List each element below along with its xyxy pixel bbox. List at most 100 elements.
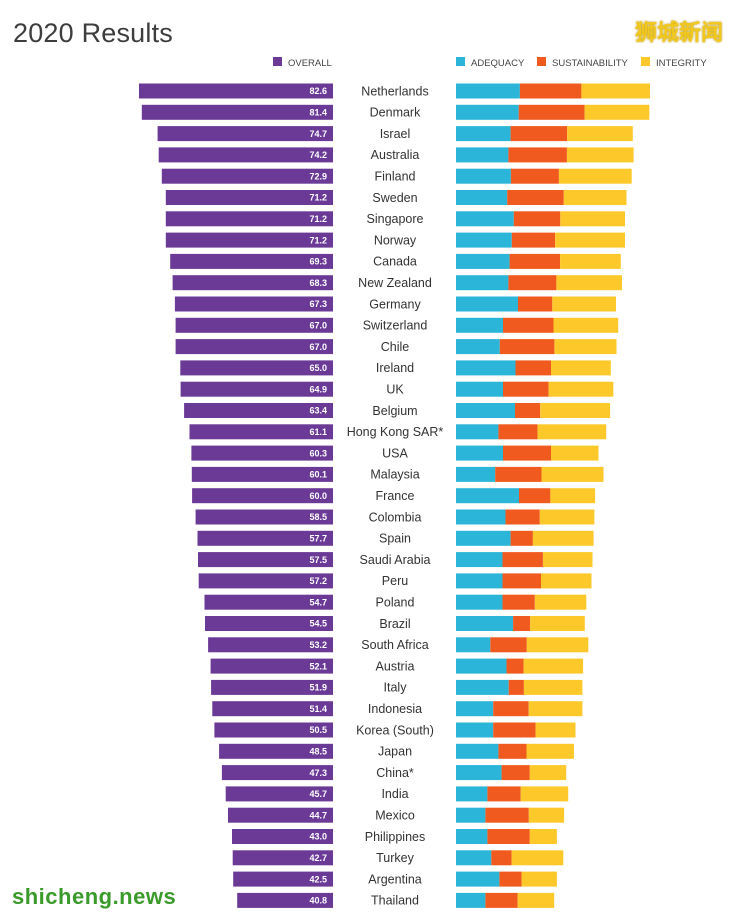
- row-japan: 48.5 Japan: [219, 743, 574, 759]
- overall-bar: [158, 147, 333, 163]
- row-israel: 74.7 Israel: [157, 126, 633, 142]
- sustainability-segment: [505, 509, 540, 525]
- adequacy-segment: [456, 829, 488, 844]
- overall-bar: [175, 339, 333, 355]
- country-label: Spain: [379, 532, 411, 546]
- overall-value-label: 43.0: [309, 832, 327, 842]
- watermark-chinese: 狮城新闻: [634, 20, 723, 45]
- overall-value-label: 71.2: [309, 193, 327, 203]
- overall-value-label: 57.5: [309, 555, 327, 565]
- country-label: USA: [382, 446, 408, 460]
- integrity-segment: [540, 403, 611, 418]
- overall-bar: [191, 445, 333, 461]
- adequacy-segment: [456, 594, 503, 610]
- sustainability-segment: [510, 168, 559, 184]
- country-label: Poland: [376, 596, 415, 610]
- sustainability-segment: [518, 296, 553, 312]
- row-ireland: 65.0 Ireland: [180, 360, 611, 376]
- adequacy-segment: [456, 679, 509, 695]
- adequacy-segment: [456, 701, 494, 717]
- legend-label-adequacy: ADEQUACY: [471, 58, 525, 69]
- country-label: Israel: [380, 127, 411, 141]
- page-title: 2020 Results: [13, 18, 173, 48]
- row-austria: 52.1 Austria: [210, 658, 584, 674]
- overall-value-label: 72.9: [309, 171, 327, 181]
- overall-bar: [165, 190, 333, 205]
- sustainability-segment: [519, 83, 582, 99]
- sustainability-segment: [502, 573, 541, 589]
- adequacy-segment: [456, 445, 503, 461]
- row-new-zealand: 68.3 New Zealand: [172, 275, 622, 291]
- sustainability-segment: [487, 786, 521, 802]
- sustainability-segment: [503, 381, 549, 397]
- row-switzerland: 67.0 Switzerland: [175, 317, 619, 333]
- overall-value-label: 61.1: [309, 427, 327, 437]
- integrity-segment: [550, 488, 596, 504]
- chart-rows: 82.6 Netherlands 81.4 Denmark 74.7 Israel 74.2…: [139, 83, 650, 908]
- integrity-segment: [539, 509, 595, 525]
- adequacy-segment: [456, 83, 520, 99]
- integrity-segment: [548, 381, 614, 397]
- overall-value-label: 82.6: [309, 86, 327, 96]
- integrity-segment: [551, 445, 599, 461]
- integrity-segment: [526, 743, 574, 759]
- integrity-segment: [537, 424, 607, 440]
- overall-value-label: 60.1: [309, 470, 327, 480]
- overall-bar: [208, 637, 333, 653]
- overall-value-label: 40.8: [309, 896, 327, 906]
- adequacy-segment: [456, 637, 491, 653]
- overall-bar: [198, 552, 333, 568]
- sustainability-segment: [509, 253, 561, 269]
- integrity-segment: [535, 722, 576, 738]
- overall-bar: [191, 466, 333, 482]
- adequacy-segment: [456, 168, 511, 184]
- adequacy-segment: [456, 871, 500, 887]
- country-label: Thailand: [371, 894, 419, 908]
- integrity-segment: [528, 807, 565, 823]
- overall-value-label: 47.3: [309, 768, 327, 778]
- overall-value-label: 51.9: [309, 683, 327, 693]
- adequacy-segment: [456, 296, 518, 312]
- overall-bar: [221, 765, 333, 781]
- overall-bar: [232, 850, 333, 866]
- integrity-segment: [532, 530, 594, 546]
- row-chile: 67.0 Chile: [175, 339, 617, 355]
- country-label: Singapore: [367, 212, 424, 226]
- row-usa: 60.3 USA: [191, 445, 599, 461]
- row-belgium: 63.4 Belgium: [184, 403, 611, 418]
- country-label: Indonesia: [368, 702, 422, 716]
- adequacy-segment: [456, 892, 486, 908]
- country-label: Italy: [384, 681, 408, 695]
- integrity-segment: [541, 573, 592, 589]
- adequacy-segment: [456, 722, 494, 738]
- adequacy-segment: [456, 339, 500, 355]
- country-label: Japan: [378, 745, 412, 759]
- integrity-segment: [567, 147, 634, 163]
- adequacy-segment: [456, 126, 511, 142]
- overall-value-label: 58.5: [309, 512, 327, 522]
- sustainability-segment: [495, 466, 542, 482]
- overall-bar: [225, 786, 333, 802]
- overall-bar: [212, 701, 333, 717]
- adequacy-segment: [456, 616, 514, 631]
- overall-bar: [197, 530, 333, 546]
- adequacy-segment: [456, 403, 515, 418]
- integrity-segment: [556, 275, 622, 291]
- row-uk: 64.9 UK: [180, 381, 614, 397]
- integrity-segment: [528, 701, 583, 717]
- adequacy-segment: [456, 488, 519, 504]
- sustainability-segment: [485, 892, 518, 908]
- country-label: India: [381, 787, 408, 801]
- integrity-segment: [554, 339, 617, 355]
- row-argentina: 42.5 Argentina: [233, 871, 557, 887]
- adequacy-segment: [456, 786, 488, 802]
- country-label: Colombia: [369, 510, 422, 524]
- overall-bar: [141, 104, 333, 120]
- adequacy-segment: [456, 253, 510, 269]
- sustainability-segment: [503, 445, 551, 461]
- sustainability-segment: [499, 871, 522, 887]
- adequacy-segment: [456, 573, 503, 589]
- integrity-segment: [511, 850, 564, 866]
- row-brazil: 54.5 Brazil: [205, 616, 585, 631]
- overall-value-label: 67.0: [309, 342, 327, 352]
